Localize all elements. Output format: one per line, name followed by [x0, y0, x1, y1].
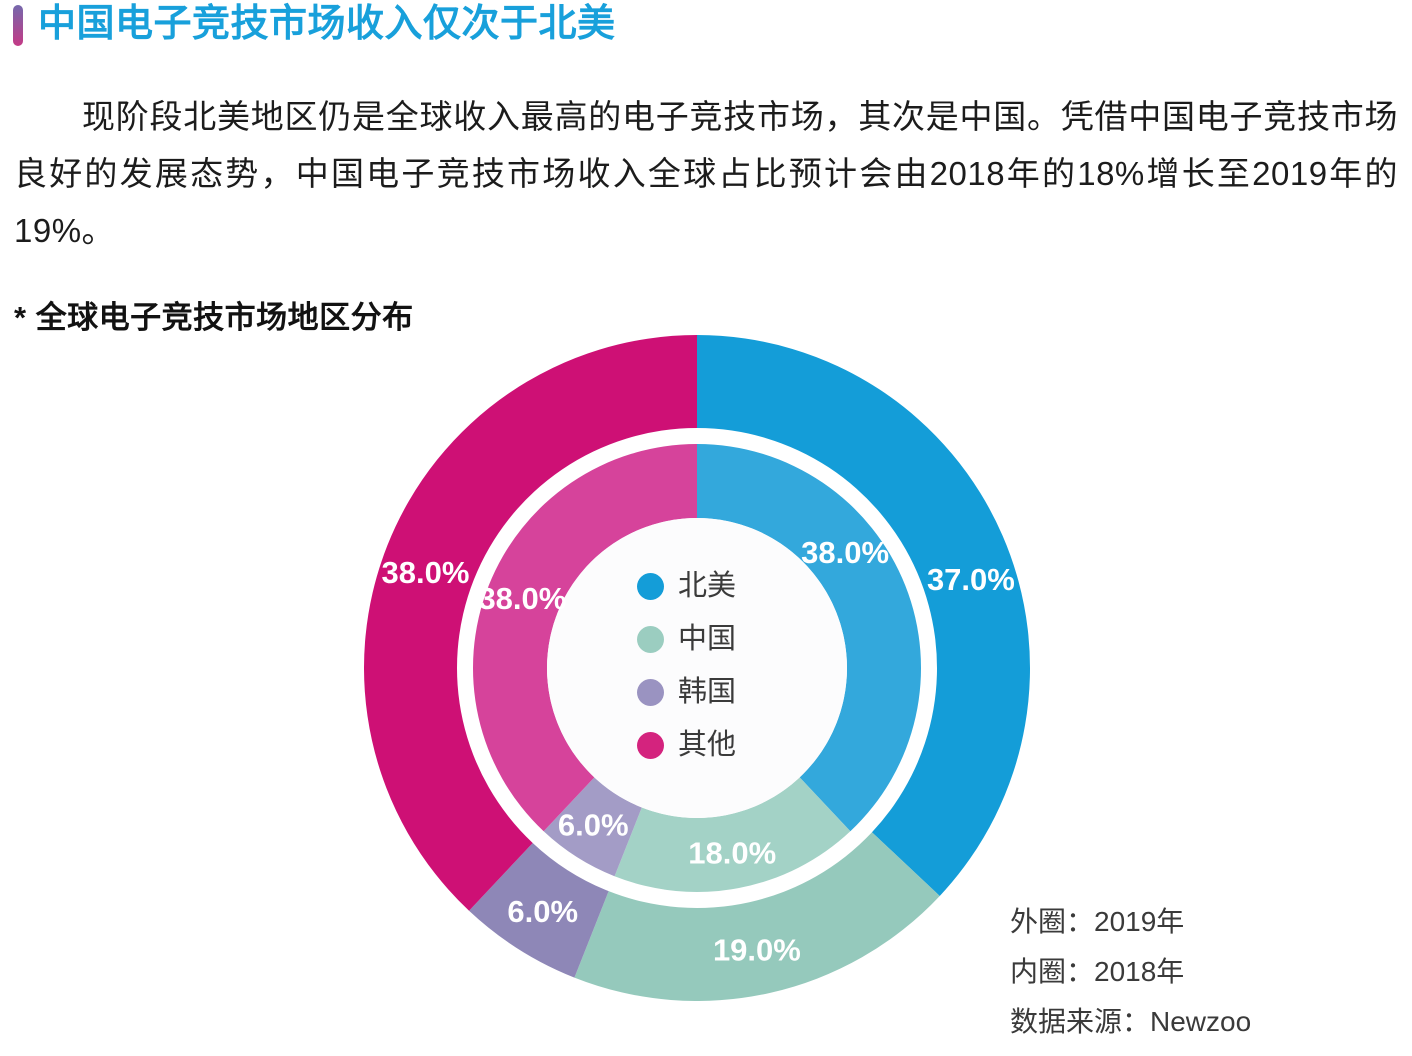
legend-label-3: 其他 — [678, 729, 737, 761]
slice-inner-0 — [697, 444, 922, 832]
legend-label-2: 韩国 — [678, 676, 737, 708]
legend-item-1: 中国 — [637, 613, 736, 666]
legend-swatch-icon-0 — [637, 573, 664, 600]
legend-item-0: 北美 — [637, 560, 736, 613]
page-title: 中国电子竞技市场收入仅次于北美 — [38, 3, 616, 45]
slice-inner-2 — [543, 777, 642, 877]
legend-label-1: 中国 — [678, 623, 737, 655]
slice-outer-1 — [574, 832, 940, 1001]
note-outer-ring: 外圈：2019年 — [1010, 906, 1185, 937]
chart-subtitle: * 全球电子竞技市场地区分布 — [14, 300, 414, 335]
donut-svg: 37.0%19.0%6.0%38.0%38.0%18.0%6.0%38.0% — [364, 335, 1030, 1001]
legend-swatch-icon-2 — [637, 679, 664, 706]
slice-label-inner-3: 38.0% — [478, 581, 566, 616]
legend-item-3: 其他 — [637, 719, 736, 772]
legend-item-2: 韩国 — [637, 666, 736, 719]
slice-label-inner-1: 18.0% — [688, 836, 776, 871]
slice-label-outer-2: 6.0% — [507, 894, 578, 929]
chart-notes: 外圈：2019年 内圈：2018年 数据来源：Newzoo — [1010, 897, 1251, 1047]
slice-label-inner-0: 38.0% — [801, 535, 889, 570]
slice-label-outer-1: 19.0% — [713, 933, 801, 968]
title-accent-bar — [13, 5, 23, 46]
note-inner-ring: 内圈：2018年 — [1010, 956, 1185, 987]
slice-outer-2 — [469, 842, 609, 978]
slice-label-inner-2: 6.0% — [558, 808, 629, 843]
slice-label-outer-3: 38.0% — [382, 555, 470, 590]
legend-label-0: 北美 — [678, 570, 737, 602]
legend-swatch-icon-1 — [637, 626, 664, 653]
slice-inner-1 — [614, 777, 851, 893]
note-data-source: 数据来源：Newzoo — [1010, 1006, 1252, 1037]
slice-inner-3 — [472, 444, 697, 832]
slice-outer-3 — [364, 335, 697, 911]
slice-outer-0 — [697, 335, 1030, 896]
slice-label-outer-0: 37.0% — [927, 562, 1015, 597]
legend-swatch-icon-3 — [637, 732, 664, 759]
chart-legend: 北美 中国 韩国 其他 — [637, 560, 736, 772]
donut-center-hole — [547, 518, 847, 818]
body-paragraph: 现阶段北美地区仍是全球收入最高的电子竞技市场，其次是中国。凭借中国电子竞技市场良… — [14, 98, 1398, 249]
